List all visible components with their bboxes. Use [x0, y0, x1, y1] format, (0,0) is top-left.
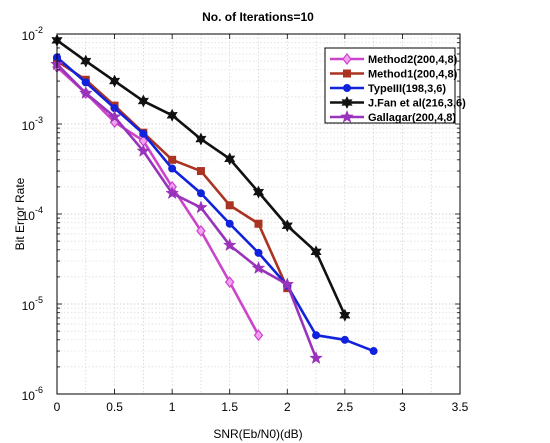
- data-point: [281, 219, 293, 233]
- data-point: [225, 219, 234, 228]
- data-point: [340, 109, 354, 123]
- data-point: [194, 200, 208, 214]
- data-point: [78, 85, 93, 100]
- x-tick-label: 3.5: [452, 400, 469, 414]
- legend-label: TypeIII(198,3,6): [368, 83, 446, 95]
- x-tick-label: 3: [399, 400, 406, 414]
- legend: Method2(200,4,8) Method1(200,4,8) TypeIII(…: [324, 47, 466, 124]
- data-point: [340, 335, 349, 344]
- legend-label: J.Fan et al(216,3,6): [368, 98, 466, 110]
- data-point: [168, 164, 177, 173]
- data-point: [168, 155, 177, 164]
- data-point: [224, 152, 236, 166]
- data-point: [196, 224, 206, 237]
- y-tick-label: 10-5: [22, 295, 43, 313]
- x-tick-label: 0.5: [106, 400, 123, 414]
- x-tick-label: 1.5: [221, 400, 238, 414]
- data-point: [343, 84, 351, 92]
- data-point: [312, 331, 321, 340]
- data-point: [280, 277, 295, 291]
- legend-entry: Method1(200,4,8): [330, 69, 458, 81]
- data-point: [196, 189, 205, 198]
- y-tick-label: 10-4: [22, 205, 43, 223]
- data-point: [339, 308, 351, 322]
- data-point: [310, 245, 322, 259]
- data-point: [136, 143, 151, 157]
- x-tick-label: 0: [54, 400, 61, 414]
- data-point: [252, 185, 265, 199]
- y-tick-label: 10-3: [22, 115, 43, 133]
- data-point: [343, 69, 351, 78]
- data-point: [342, 53, 352, 65]
- data-point: [195, 132, 207, 146]
- axis-ticks: [56, 34, 461, 394]
- series-line: [56, 56, 375, 353]
- data-point: [196, 167, 205, 176]
- data-point: [341, 95, 353, 110]
- data-point: [139, 129, 148, 138]
- data-point: [81, 78, 90, 87]
- data-point: [254, 219, 263, 228]
- legend-label: Method2(200,4,8): [368, 54, 458, 66]
- y-axis-label: Bit Error Rate: [13, 177, 27, 250]
- legend-entry: TypeIII(198,3,6): [330, 83, 446, 95]
- data-point: [251, 260, 266, 275]
- legend-entry: Method2(200,4,8): [330, 53, 458, 66]
- data-point: [137, 94, 150, 108]
- data-point: [165, 186, 180, 200]
- chart-title: No. of Iterations=10: [202, 10, 314, 24]
- y-tick-labels: 10-2 10-3 10-4 10-5 10-6: [22, 25, 43, 403]
- data-point: [369, 347, 378, 356]
- data-point: [309, 350, 323, 365]
- data-point: [80, 54, 92, 68]
- legend-label: Method1(200,4,8): [368, 69, 458, 81]
- legend-label: Gallagar(200,4,8): [368, 112, 456, 124]
- data-point: [108, 74, 121, 88]
- data-point: [107, 109, 122, 123]
- x-axis-label: SNR(Eb/N0)(dB): [213, 427, 302, 441]
- data-point: [224, 276, 235, 289]
- y-tick-label: 10-6: [22, 385, 43, 403]
- legend-entry: J.Fan et al(216,3,6): [330, 95, 466, 110]
- x-tick-label: 1: [169, 400, 176, 414]
- x-tick-label: 2: [284, 400, 291, 414]
- y-tick-label: 10-2: [22, 25, 43, 43]
- legend-entry: Gallagar(200,4,8): [330, 109, 456, 124]
- series-line: [56, 63, 318, 359]
- x-tick-label: 2.5: [337, 400, 354, 414]
- data-point: [222, 237, 237, 252]
- data-point: [253, 329, 264, 342]
- data-point: [166, 108, 178, 122]
- data-point: [225, 201, 234, 210]
- x-tick-labels: 0 0.5 1 1.5 2 2.5 3 3.5: [54, 400, 469, 414]
- data-point: [254, 248, 263, 257]
